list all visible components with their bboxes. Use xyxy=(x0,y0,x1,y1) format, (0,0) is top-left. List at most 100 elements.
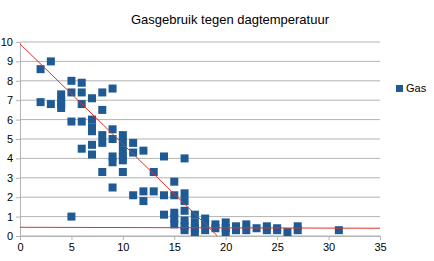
grid-line xyxy=(20,42,380,43)
point xyxy=(139,187,147,195)
point xyxy=(98,106,106,114)
tick-label: 9 xyxy=(7,55,13,67)
point xyxy=(109,85,117,93)
tick-mark xyxy=(277,236,278,240)
plot: 05101520253035012345678910 xyxy=(1,36,387,253)
tick-label: 15 xyxy=(169,241,181,253)
point xyxy=(88,151,96,159)
point xyxy=(47,100,55,108)
tick-mark xyxy=(16,178,20,179)
tick-label: 0 xyxy=(17,241,23,253)
point xyxy=(119,168,127,176)
tick: 15 xyxy=(169,236,181,253)
grid-line xyxy=(20,61,380,62)
point xyxy=(150,187,158,195)
point xyxy=(263,226,271,234)
legend: Gas xyxy=(396,82,427,94)
tick-label: 35 xyxy=(374,241,386,253)
point xyxy=(129,191,137,199)
point xyxy=(109,125,117,133)
point xyxy=(47,57,55,65)
point xyxy=(222,228,230,236)
point xyxy=(78,118,86,126)
tick-mark xyxy=(16,120,20,121)
grid xyxy=(20,42,380,236)
axis-line xyxy=(16,43,21,237)
grid-line xyxy=(20,139,380,140)
point xyxy=(98,88,106,96)
point xyxy=(160,152,168,160)
tick-mark xyxy=(16,42,20,43)
point xyxy=(109,158,117,166)
tick-mark xyxy=(16,217,20,218)
point xyxy=(273,226,281,234)
tick-label: 25 xyxy=(272,241,284,253)
point xyxy=(283,228,291,236)
tick-mark xyxy=(226,236,227,240)
point xyxy=(139,197,147,205)
tick-label: 0 xyxy=(7,230,13,242)
axis-line xyxy=(21,237,381,241)
point xyxy=(78,145,86,153)
chart: 05101520253035012345678910Gasgebruik teg… xyxy=(0,0,434,261)
tick-label: 8 xyxy=(7,75,13,87)
tick-label: 6 xyxy=(7,114,13,126)
tick: 10 xyxy=(1,36,20,48)
tick-label: 5 xyxy=(69,241,75,253)
point xyxy=(170,178,178,186)
point xyxy=(67,77,75,85)
legend-label: Gas xyxy=(406,82,427,94)
point xyxy=(67,118,75,126)
tick-mark xyxy=(380,236,381,240)
tick: 25 xyxy=(272,236,284,253)
tick-mark xyxy=(329,236,330,240)
point xyxy=(170,220,178,228)
title: Gasgebruik tegen dagtemperatuur xyxy=(131,12,330,27)
tick-mark xyxy=(174,236,175,240)
point xyxy=(78,79,86,87)
point xyxy=(67,213,75,221)
point xyxy=(98,131,106,139)
point xyxy=(67,88,75,96)
point xyxy=(78,88,86,96)
point xyxy=(335,226,343,234)
tick: 6 xyxy=(7,114,20,126)
tick: 5 xyxy=(7,133,20,145)
tick-mark xyxy=(16,61,20,62)
tick: 4 xyxy=(7,152,20,164)
point xyxy=(150,168,158,176)
tick-mark xyxy=(123,236,124,240)
tick: 0 xyxy=(7,230,20,242)
tick-label: 5 xyxy=(7,133,13,145)
tick-mark xyxy=(16,139,20,140)
point xyxy=(119,139,127,147)
tick-mark xyxy=(16,197,20,198)
tick: 0 xyxy=(17,236,23,253)
y-axis: 012345678910 xyxy=(1,36,21,242)
marks xyxy=(20,44,380,236)
legend-marker xyxy=(396,85,403,92)
point xyxy=(98,168,106,176)
tick: 30 xyxy=(323,236,335,253)
tick-label: 4 xyxy=(7,152,13,164)
line xyxy=(20,44,217,236)
point xyxy=(109,184,117,192)
point xyxy=(88,141,96,149)
tick-label: 2 xyxy=(7,191,13,203)
tick-mark xyxy=(16,236,20,237)
tick: 20 xyxy=(220,236,232,253)
point xyxy=(181,207,189,215)
grid-line xyxy=(20,177,380,178)
point xyxy=(191,228,199,236)
tick-label: 10 xyxy=(117,241,129,253)
tick: 9 xyxy=(7,55,20,67)
point xyxy=(160,211,168,219)
point xyxy=(88,94,96,102)
point xyxy=(181,189,189,197)
x-axis: 0 5 10 15 20 25 30 35 xyxy=(17,236,386,253)
tick: 5 xyxy=(69,236,75,253)
tick: 2 xyxy=(7,191,20,203)
point xyxy=(129,149,137,157)
point xyxy=(57,104,65,112)
tick-mark xyxy=(16,81,20,82)
